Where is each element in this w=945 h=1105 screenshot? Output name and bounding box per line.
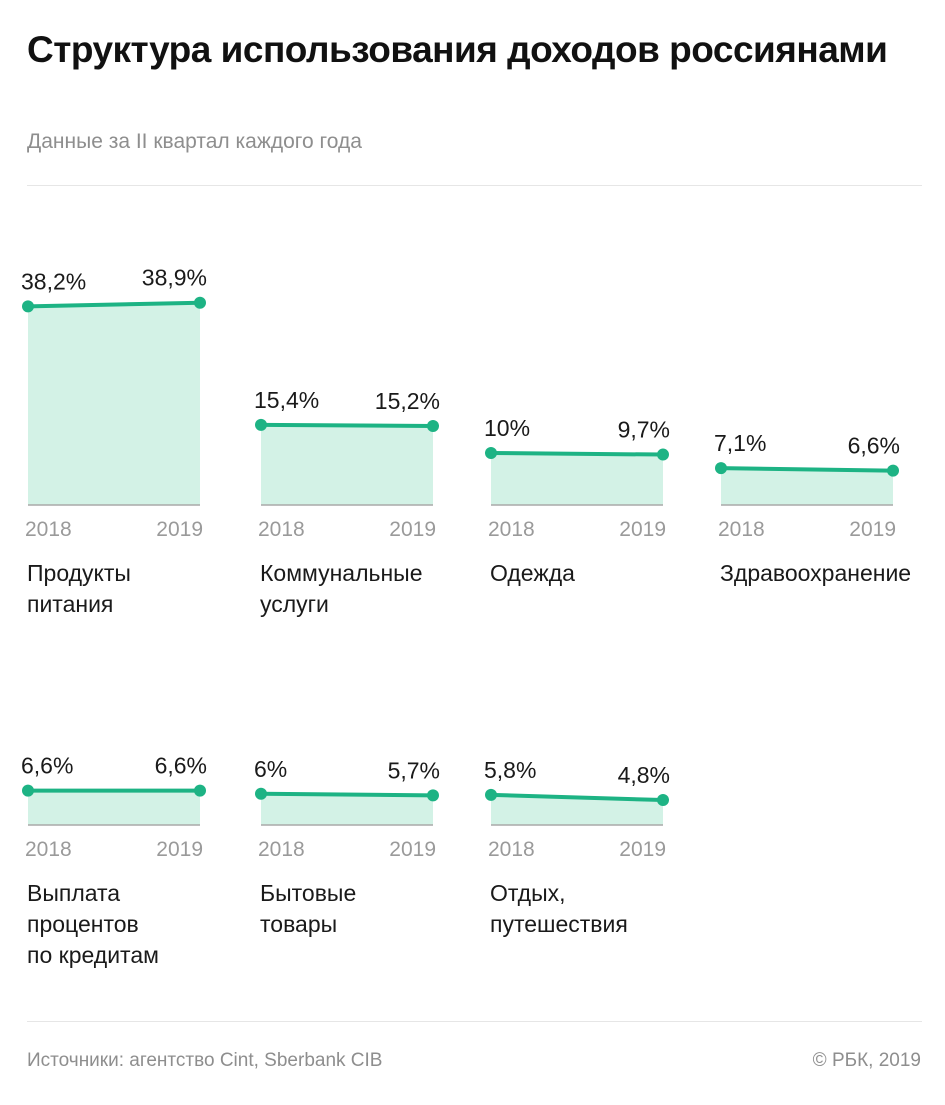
panel-5-category-label: процентов	[27, 911, 139, 937]
panel-1-line	[26, 300, 202, 309]
panel-3-year-2018: 2018	[488, 518, 535, 541]
chart-title: Структура использования доходов россияна…	[27, 29, 888, 70]
source-note: Источники: агентство Cint, Sberbank CIB	[27, 1050, 383, 1071]
panel-1-point-2019	[194, 296, 206, 309]
panel-2-line	[259, 422, 435, 428]
panel-1-point-2018	[22, 300, 34, 313]
panel-6-point-2018	[255, 787, 267, 800]
panel-4-category-label: Здравоохранение	[720, 560, 911, 586]
panel-7-year-2019: 2019	[619, 838, 666, 861]
panel-3-value-2018: 10%	[484, 415, 530, 441]
panel-5-value-2018: 6,6%	[21, 753, 73, 779]
panel-4-line	[719, 466, 895, 473]
panel-2-year-2019: 2019	[389, 518, 436, 541]
panel-5-category-label: по кредитам	[27, 942, 159, 968]
panel-3-year-2019: 2019	[619, 518, 666, 541]
panel-4-value-2018: 7,1%	[714, 430, 766, 456]
panel-6-point-2019	[427, 789, 439, 802]
panel-5-category-label: Выплата	[27, 880, 120, 906]
copyright: © РБК, 2019	[812, 1050, 921, 1071]
panel-7-point-2018	[485, 788, 497, 801]
panel-5-point-2018	[22, 784, 34, 797]
panel-5-year-2019: 2019	[156, 838, 203, 861]
panel-3-value-2019: 9,7%	[618, 417, 670, 443]
panel-3-point-2019	[657, 448, 669, 461]
panel-4-area	[721, 468, 893, 505]
panel-3-category-label: Одежда	[490, 560, 575, 586]
panel-6-line	[259, 791, 435, 798]
top-divider	[27, 185, 922, 186]
panel-6-year-2018: 2018	[258, 838, 305, 861]
panel-7-value-2019: 4,8%	[618, 762, 670, 788]
panel-2-year-2018: 2018	[258, 518, 305, 541]
panel-1-value-2019: 38,9%	[142, 265, 207, 291]
panel-5-point-2019	[194, 784, 206, 797]
panel-2-area	[261, 424, 433, 505]
panel-4-value-2019: 6,6%	[848, 433, 900, 459]
panel-1-year-2018: 2018	[25, 518, 72, 541]
panel-6-category-label: Бытовые	[260, 880, 356, 906]
panel-7-category-label: Отдых,	[490, 880, 566, 906]
panel-1-year-2019: 2019	[156, 518, 203, 541]
panel-5-value-2019: 6,6%	[155, 753, 207, 779]
panel-4-year-2018: 2018	[718, 518, 765, 541]
panel-3-line	[489, 451, 665, 457]
panel-4-year-2019: 2019	[849, 518, 896, 541]
panel-5-area	[28, 790, 200, 825]
panel-4-point-2019	[887, 464, 899, 477]
panel-7-year-2018: 2018	[488, 838, 535, 861]
panel-1-category-label: питания	[27, 591, 113, 617]
panel-2-point-2019	[427, 419, 439, 432]
panel-7-category-label: путешествия	[490, 911, 628, 937]
panel-1-area	[28, 302, 200, 505]
panel-2-value-2018: 15,4%	[254, 387, 319, 413]
panel-7-line	[489, 792, 665, 803]
panel-1-value-2018: 38,2%	[21, 268, 86, 294]
panel-3-area	[491, 453, 663, 505]
panel-2-category-label: Коммунальные	[260, 560, 423, 586]
panel-2-value-2019: 15,2%	[375, 388, 440, 414]
panel-6-value-2019: 5,7%	[388, 757, 440, 783]
panel-2-point-2018	[255, 418, 267, 431]
panel-5-year-2018: 2018	[25, 838, 72, 861]
chart-subtitle: Данные за II квартал каждого года	[27, 130, 362, 153]
panel-3-point-2018	[485, 447, 497, 459]
panel-1-category-label: Продукты	[27, 560, 131, 586]
panel-4-point-2018	[715, 462, 727, 475]
panel-6-area	[261, 793, 433, 825]
panel-7-point-2019	[657, 794, 669, 807]
bottom-divider	[27, 1021, 922, 1022]
panel-7-value-2018: 5,8%	[484, 757, 536, 783]
panel-7-area	[491, 794, 663, 825]
panel-6-category-label: товары	[260, 911, 337, 937]
panel-2-category-label: услуги	[260, 591, 329, 617]
panel-6-value-2018: 6%	[254, 756, 287, 782]
panel-6-year-2019: 2019	[389, 838, 436, 861]
